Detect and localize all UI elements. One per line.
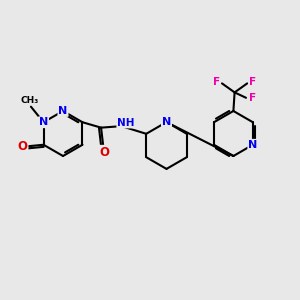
Text: CH₃: CH₃ <box>20 95 38 105</box>
Text: O: O <box>17 140 28 153</box>
Text: F: F <box>249 93 256 103</box>
Text: N: N <box>248 140 257 150</box>
Text: O: O <box>99 146 109 159</box>
Text: F: F <box>249 77 256 87</box>
Text: N: N <box>58 106 68 116</box>
Text: F: F <box>213 77 220 87</box>
Text: NH: NH <box>117 118 135 128</box>
Text: N: N <box>39 117 48 127</box>
Text: N: N <box>162 117 171 127</box>
